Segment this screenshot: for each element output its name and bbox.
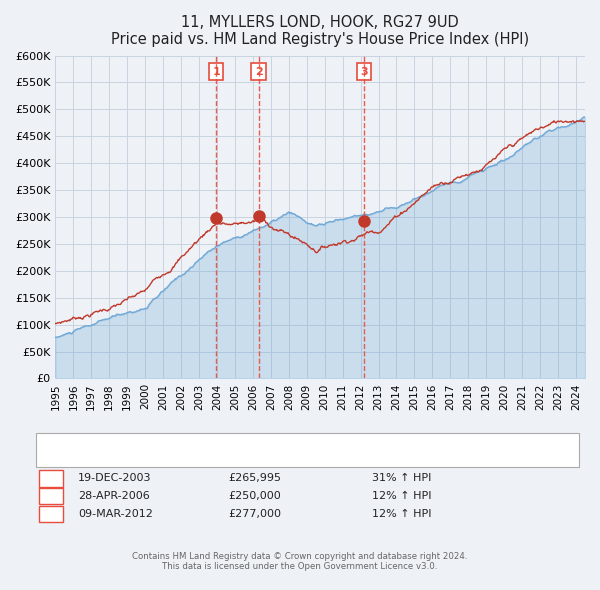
Text: £265,995: £265,995 xyxy=(228,474,281,483)
Text: 19-DEC-2003: 19-DEC-2003 xyxy=(78,474,151,483)
Text: £277,000: £277,000 xyxy=(228,509,281,519)
Text: 1: 1 xyxy=(212,67,220,77)
Title: 11, MYLLERS LOND, HOOK, RG27 9UD
Price paid vs. HM Land Registry's House Price I: 11, MYLLERS LOND, HOOK, RG27 9UD Price p… xyxy=(111,15,529,47)
Text: 1: 1 xyxy=(47,474,55,483)
Text: 2: 2 xyxy=(255,67,262,77)
Text: ———: ——— xyxy=(54,437,91,450)
Text: 11, MYLLERS LOND, HOOK, RG27 9UD (semi-detached house): 11, MYLLERS LOND, HOOK, RG27 9UD (semi-d… xyxy=(93,439,414,448)
Text: Contains HM Land Registry data © Crown copyright and database right 2024.: Contains HM Land Registry data © Crown c… xyxy=(132,552,468,561)
Text: This data is licensed under the Open Government Licence v3.0.: This data is licensed under the Open Gov… xyxy=(163,562,437,571)
Text: 31% ↑ HPI: 31% ↑ HPI xyxy=(372,474,431,483)
Text: ———: ——— xyxy=(54,453,91,466)
Text: £250,000: £250,000 xyxy=(228,491,281,501)
Text: 2: 2 xyxy=(47,491,55,501)
Text: 3: 3 xyxy=(47,509,55,519)
Text: 12% ↑ HPI: 12% ↑ HPI xyxy=(372,509,431,519)
Text: 28-APR-2006: 28-APR-2006 xyxy=(78,491,150,501)
Text: 12% ↑ HPI: 12% ↑ HPI xyxy=(372,491,431,501)
Text: 3: 3 xyxy=(360,67,368,77)
Text: 09-MAR-2012: 09-MAR-2012 xyxy=(78,509,153,519)
Text: HPI: Average price, semi-detached house, Hart: HPI: Average price, semi-detached house,… xyxy=(93,454,337,464)
